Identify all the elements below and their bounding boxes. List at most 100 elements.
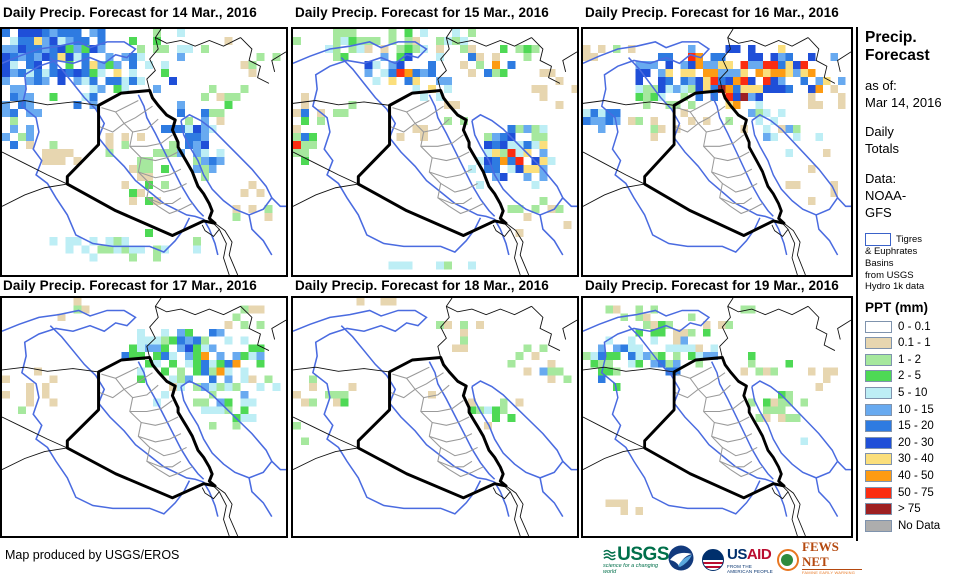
legend-swatch [865,353,892,366]
panel-title-19mar: Daily Precip. Forecast for 19 Mar., 2016 [585,278,839,293]
province-lines [98,366,193,478]
usgs-logo: USGS science for a changing world [603,544,669,575]
map-panel-17mar [0,296,288,538]
precip-cells [583,45,846,206]
legend-swatch [865,370,892,383]
legend-label: 15 - 20 [898,420,934,433]
river-basin-lines [293,309,577,518]
precip-map-16mar [583,29,851,275]
legend-label: 50 - 75 [898,486,934,499]
map-panel-16mar [581,27,853,277]
legend-swatch [865,453,892,466]
as-of-text: as of: Mar 14, 2016 [865,77,942,110]
legend-label: 1 - 2 [898,353,922,366]
legend-label: > 75 [898,503,921,516]
fewsnet-globe-icon [777,549,799,571]
legend-swatch [865,420,892,433]
neighbor-border-lines [293,298,577,536]
iraq-border-line [356,88,508,238]
legend-label: 0 - 0.1 [898,320,931,333]
legend-swatch [865,320,892,333]
iraq-border-line [65,88,217,238]
daily-totals-text: Daily Totals [865,124,899,157]
fewsnet-tagline: FAMINE EARLY WARNING SYSTEMS NETWORK [802,569,856,576]
neighbor-border-lines [583,29,851,275]
legend-label: 20 - 30 [898,436,934,449]
legend-item: 10 - 15 [865,401,967,418]
legend-swatch [865,470,892,482]
river-basin-lines [583,309,851,518]
legend-item: 0 - 0.1 [865,318,967,335]
legend-item: 5 - 10 [865,385,967,402]
panel-title-14mar: Daily Precip. Forecast for 14 Mar., 2016 [3,5,257,20]
precip-map-19mar [583,298,851,536]
precip-cells [583,305,839,515]
panel-title-17mar: Daily Precip. Forecast for 17 Mar., 2016 [3,278,257,293]
basins-note-rest: & Euphrates Basins from USGS Hydro 1k da… [865,245,925,293]
legend-label: 10 - 15 [898,403,934,416]
fewsnet-wordmark: FEWS NET [802,540,862,570]
legend-swatch [865,519,892,532]
province-lines [98,100,193,215]
precip-map-15mar [293,29,577,275]
legend-swatch [865,486,892,499]
iraq-border-line [65,356,217,500]
legend-item: 15 - 20 [865,418,967,435]
neighbor-border-lines [2,298,286,536]
legend-title: PPT (mm) [865,300,929,316]
data-source-text: Data: NOAA- GFS [865,171,907,220]
legend-label: 0.1 - 1 [898,337,931,350]
legend-item: 40 - 50 [865,468,967,485]
province-lines [389,366,484,478]
precip-cells [2,298,281,430]
usaid-emblem-icon [702,549,724,571]
legend: PPT (mm) 0 - 0.1 0.1 - 1 1 - 2 2 - 5 5 - 10 1… [865,300,967,534]
iraq-border-line [643,356,786,500]
legend-item: 1 - 2 [865,352,967,369]
panel-title-18mar: Daily Precip. Forecast for 18 Mar., 2016 [295,278,549,293]
noaa-emblem-icon [668,545,694,571]
precip-cells [293,298,572,446]
sidebar-title: Precip. Forecast [865,29,930,64]
fewsnet-logo: FEWS NET FAMINE EARLY WARNING SYSTEMS NE… [777,540,862,576]
legend-label: No Data [898,519,941,532]
precip-cells [2,29,281,262]
legend-item: 50 - 75 [865,484,967,501]
usaid-tagline: FROM THE AMERICAN PEOPLE [727,564,774,574]
legend-swatch [865,387,892,400]
legend-items: 0 - 0.1 0.1 - 1 1 - 2 2 - 5 5 - 10 10 - 15 15 … [865,318,967,534]
usgs-wave-icon [603,549,616,561]
panel-title-15mar: Daily Precip. Forecast for 15 Mar., 2016 [295,5,549,20]
usaid-wordmark-us: US [727,546,747,563]
basins-note: Tigres & Euphrates Basins from USGS Hydr… [865,232,967,294]
legend-label: 40 - 50 [898,470,934,482]
usgs-tagline: science for a changing world [603,563,659,575]
precip-map-14mar [2,29,286,275]
precip-cells [293,29,577,270]
basins-note-line1: Tigres [896,233,923,245]
legend-swatch [865,337,892,350]
legend-item: 2 - 5 [865,368,967,385]
map-panel-14mar [0,27,288,277]
legend-item: No Data [865,517,967,534]
river-basin-lines [583,41,851,256]
iraq-border-line [643,88,786,238]
legend-swatch [865,436,892,449]
legend-item: 0.1 - 1 [865,335,967,352]
province-lines [389,100,484,215]
iraq-border-line [356,356,508,500]
sidebar: Precip. Forecast as of: Mar 14, 2016 Dai… [856,27,967,541]
legend-item: 30 - 40 [865,451,967,468]
usgs-wordmark: USGS [617,544,669,565]
province-lines [673,100,763,215]
noaa-logo [668,545,694,575]
map-panel-18mar [291,296,579,538]
basins-swatch-icon [865,232,891,246]
panel-title-16mar: Daily Precip. Forecast for 16 Mar., 2016 [585,5,839,20]
precip-map-18mar [293,298,577,536]
neighbor-border-lines [2,29,286,275]
legend-swatch [865,403,892,416]
neighbor-border-lines [293,29,577,275]
neighbor-border-lines [583,298,851,536]
